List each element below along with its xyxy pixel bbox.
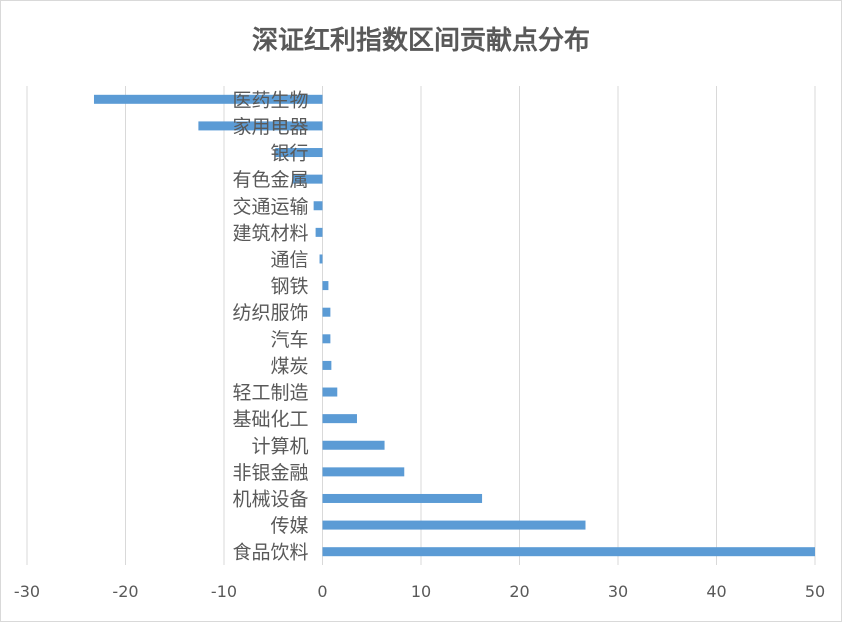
category-label: 通信	[270, 249, 308, 271]
bar	[322, 360, 332, 370]
category-label: 轻工制造	[232, 382, 308, 404]
bar	[322, 307, 331, 317]
bar	[322, 493, 483, 503]
category-label: 银行	[270, 143, 308, 165]
bar	[322, 387, 338, 397]
category-label: 传媒	[270, 515, 308, 537]
category-label: 机械设备	[232, 488, 308, 510]
bar	[322, 281, 329, 291]
category-label: 非银金融	[232, 462, 308, 484]
bar	[275, 148, 323, 158]
bar	[292, 174, 323, 184]
bar	[322, 467, 405, 477]
x-tick-label: 10	[411, 582, 431, 601]
category-label: 有色金属	[232, 169, 308, 191]
x-tick-label: 50	[805, 582, 825, 601]
x-tick-label: 40	[706, 582, 726, 601]
bar	[313, 201, 323, 211]
x-tick-label: -30	[14, 582, 40, 601]
bar	[322, 414, 357, 424]
category-label: 基础化工	[232, 409, 308, 431]
bar	[198, 121, 323, 131]
bar	[319, 254, 323, 264]
category-label: 纺织服饰	[232, 302, 308, 324]
bar	[322, 520, 586, 530]
category-label: 建筑材料	[232, 222, 308, 244]
category-label: 钢铁	[270, 276, 308, 298]
bar	[322, 440, 385, 450]
category-label: 计算机	[251, 435, 308, 457]
category-label: 家用电器	[232, 116, 308, 138]
x-tick-label: -20	[112, 582, 138, 601]
chart-title: 深证红利指数区间贡献点分布	[251, 26, 590, 56]
bar	[322, 547, 815, 557]
category-label: 医药生物	[232, 89, 308, 111]
x-tick-label: 0	[317, 582, 327, 601]
category-label: 交通运输	[232, 196, 308, 218]
x-tick-label: 20	[509, 582, 529, 601]
bar	[322, 334, 331, 344]
bar	[315, 227, 323, 237]
bar	[93, 94, 323, 104]
category-label: 汽车	[270, 329, 308, 351]
x-tick-label: -10	[211, 582, 237, 601]
category-label: 食品饮料	[232, 542, 308, 564]
x-tick-label: 30	[608, 582, 628, 601]
category-label: 煤炭	[270, 355, 308, 377]
